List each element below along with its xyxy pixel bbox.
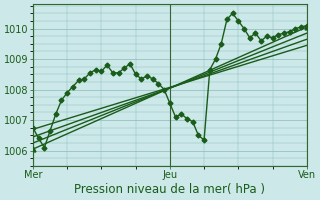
X-axis label: Pression niveau de la mer( hPa ): Pression niveau de la mer( hPa ) (74, 183, 265, 196)
